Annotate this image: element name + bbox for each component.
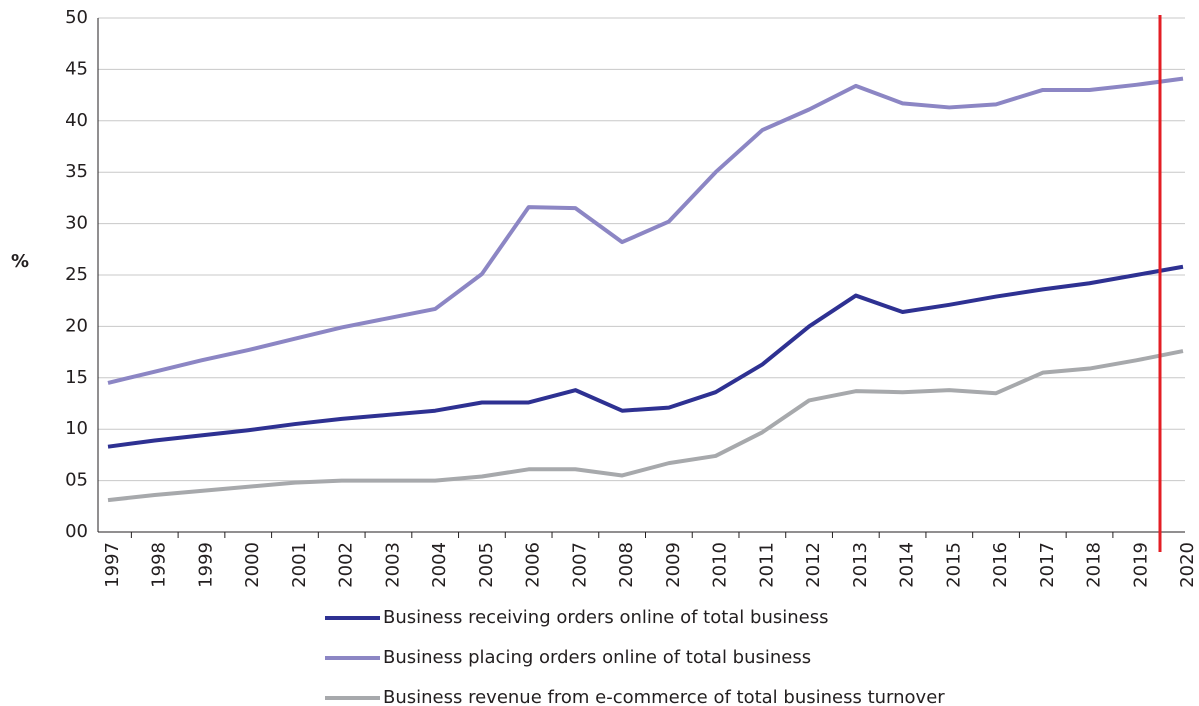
x-tick-label: 2008 <box>616 542 637 588</box>
x-tick-label: 2005 <box>476 542 497 588</box>
y-tick-label: 45 <box>65 58 88 79</box>
y-tick-label: 30 <box>65 213 88 234</box>
x-tick-label: 2000 <box>242 542 263 588</box>
x-tick-label: 2001 <box>289 542 310 588</box>
x-tick-label: 2002 <box>336 542 357 588</box>
series-line <box>107 349 1184 503</box>
series-line <box>107 76 1184 385</box>
x-tick-label: 2019 <box>1130 542 1151 588</box>
y-tick-label: 20 <box>65 315 88 336</box>
y-axis-label: % <box>11 251 29 272</box>
legend-label: Business revenue from e-commerce of tota… <box>383 687 945 706</box>
x-tick-label: 2016 <box>990 542 1011 588</box>
series-line <box>107 264 1184 449</box>
y-tick-label: 15 <box>65 367 88 388</box>
x-tick-label: 2003 <box>382 542 403 588</box>
x-tick-label: 1999 <box>195 542 216 588</box>
x-tick-label: 2004 <box>429 542 450 588</box>
legend-label: Business placing orders online of total … <box>383 647 811 668</box>
legend-label: Business receiving orders online of tota… <box>383 607 828 628</box>
x-tick-label: 1997 <box>102 542 123 588</box>
x-tick-label: 2007 <box>569 542 590 588</box>
y-tick-label: 50 <box>65 7 88 28</box>
x-tick-label: 2012 <box>803 542 824 588</box>
x-tick-label: 2006 <box>523 542 544 588</box>
y-tick-label: 00 <box>65 521 88 542</box>
y-tick-label: 05 <box>65 470 88 491</box>
x-tick-label: 2014 <box>897 542 918 588</box>
x-tick-label: 1998 <box>149 542 170 588</box>
x-tick-label: 2011 <box>756 542 777 588</box>
x-tick-label: 2020 <box>1177 542 1198 588</box>
y-tick-label: 10 <box>65 418 88 439</box>
x-tick-label: 2015 <box>943 542 964 588</box>
x-tick-label: 2017 <box>1037 542 1058 588</box>
x-tick-label: 2013 <box>850 542 871 588</box>
x-tick-label: 2009 <box>663 542 684 588</box>
x-tick-label: 2010 <box>710 542 731 588</box>
y-tick-label: 35 <box>65 161 88 182</box>
x-tick-label: 2018 <box>1084 542 1105 588</box>
y-tick-label: 40 <box>65 110 88 131</box>
y-tick-label: 25 <box>65 264 88 285</box>
